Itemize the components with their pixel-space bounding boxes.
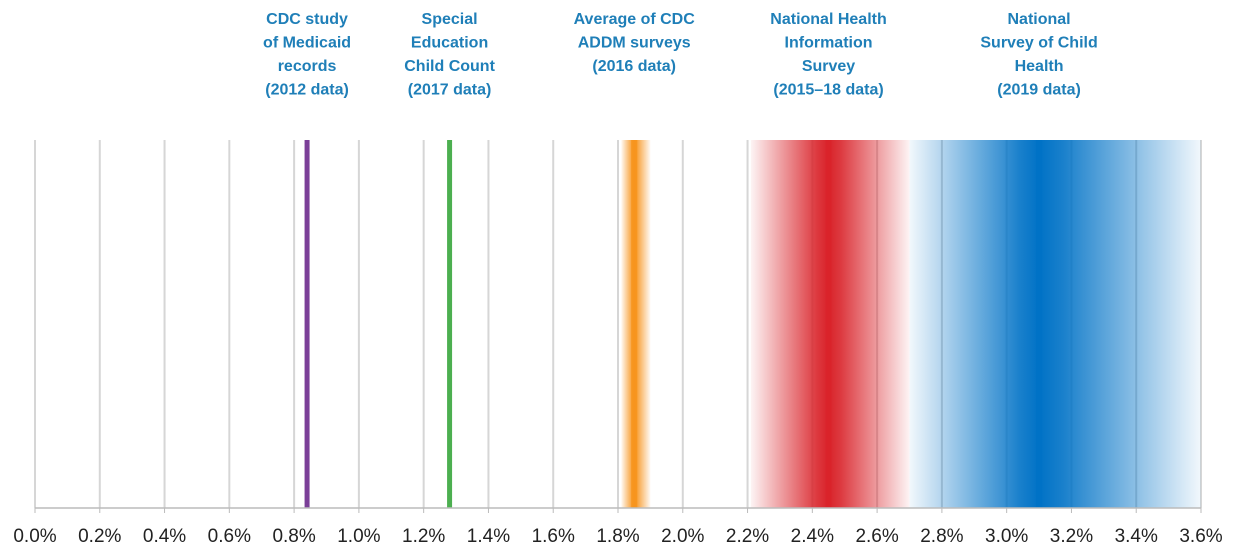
- series-label: Health: [1015, 58, 1064, 75]
- series-label: Survey of Child: [980, 35, 1097, 52]
- x-tick-label: 1.0%: [337, 526, 380, 547]
- x-tick-label: 1.4%: [467, 526, 510, 547]
- series-label: Survey: [802, 58, 855, 75]
- x-tick-label: 3.2%: [1050, 526, 1093, 547]
- point-estimate: [631, 140, 638, 508]
- series-label: (2017 data): [408, 82, 492, 99]
- x-tick-label: 0.8%: [272, 526, 315, 547]
- series-label: (2016 data): [592, 58, 676, 75]
- series-label: Education: [411, 35, 488, 52]
- point-estimate: [825, 140, 832, 508]
- series-label: (2012 data): [265, 82, 349, 99]
- point-estimate: [304, 140, 310, 508]
- x-tick-label: 0.0%: [13, 526, 56, 547]
- point-estimate: [447, 140, 453, 508]
- series-label: (2019 data): [997, 82, 1081, 99]
- x-tick-label: 2.0%: [661, 526, 704, 547]
- x-tick-label: 1.6%: [532, 526, 575, 547]
- x-tick-label: 2.8%: [920, 526, 963, 547]
- series-label: ADDM surveys: [578, 35, 691, 52]
- x-tick-label: 2.6%: [855, 526, 898, 547]
- series-label: records: [278, 58, 337, 75]
- x-tick-label: 3.6%: [1179, 526, 1222, 547]
- series-label: CDC study: [266, 11, 348, 28]
- series-label: Information: [785, 35, 873, 52]
- x-tick-label: 0.6%: [208, 526, 251, 547]
- x-tick-label: 1.2%: [402, 526, 445, 547]
- x-tick-label: 3.4%: [1115, 526, 1158, 547]
- series-label: Special: [422, 11, 478, 28]
- series-label: of Medicaid: [263, 35, 351, 52]
- series-label: Child Count: [404, 58, 495, 75]
- series-label: National: [1007, 11, 1070, 28]
- x-tick-label: 2.2%: [726, 526, 769, 547]
- series-label: (2015–18 data): [773, 82, 883, 99]
- x-tick-label: 1.8%: [596, 526, 639, 547]
- x-tick-label: 3.0%: [985, 526, 1028, 547]
- x-tick-label: 2.4%: [791, 526, 834, 547]
- x-tick-label: 0.2%: [78, 526, 121, 547]
- series-label: Average of CDC: [574, 11, 696, 28]
- series-label: National Health: [770, 11, 886, 28]
- x-tick-label: 0.4%: [143, 526, 186, 547]
- range-band: [909, 140, 1201, 508]
- point-estimate: [1036, 140, 1043, 508]
